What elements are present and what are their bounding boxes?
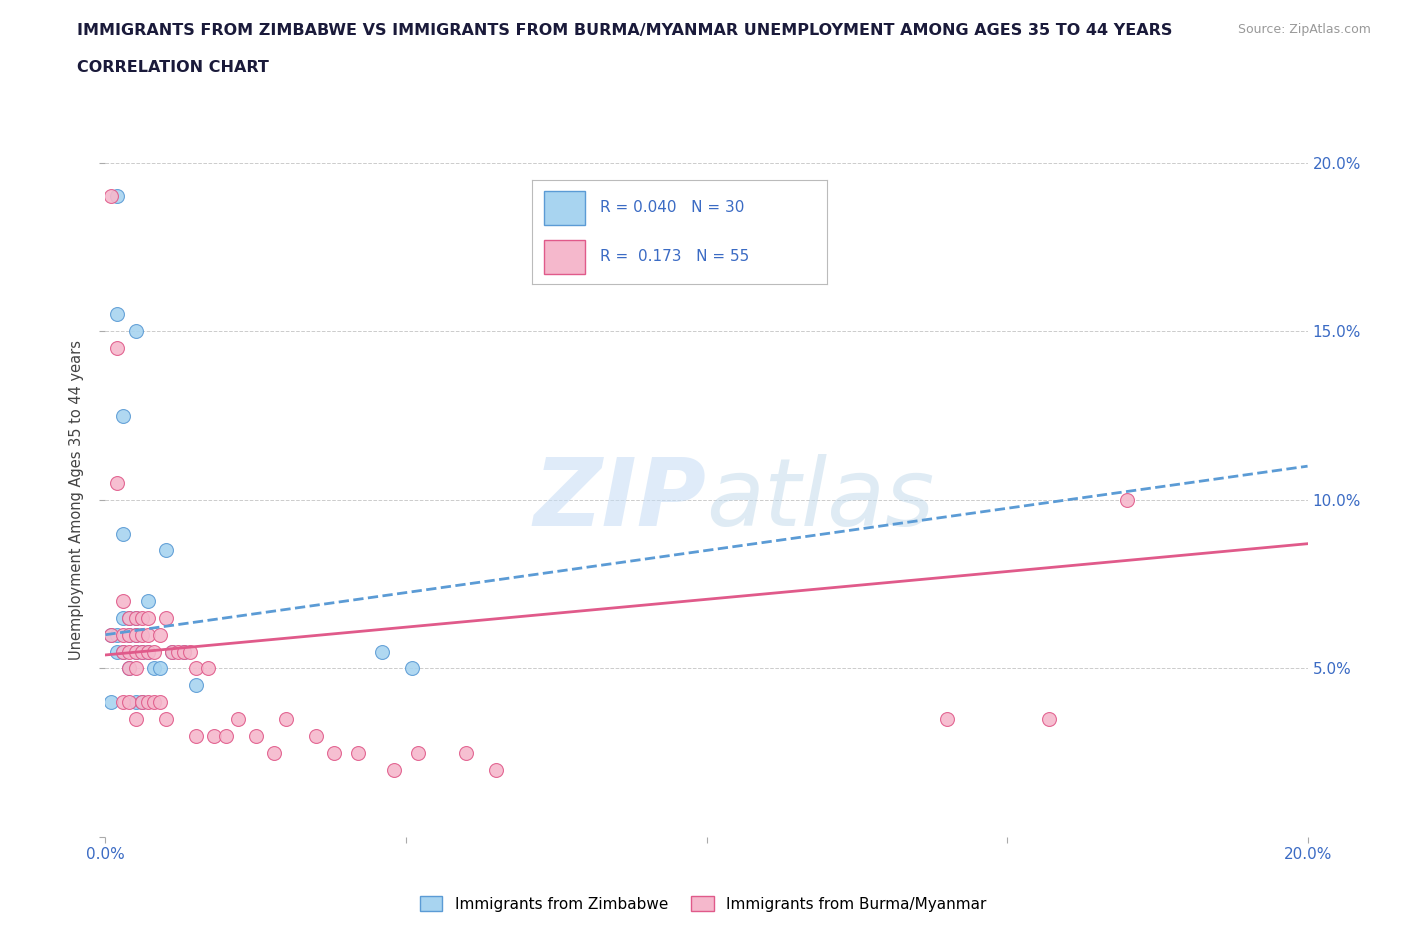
- Point: [148, 695, 170, 710]
- Text: CORRELATION CHART: CORRELATION CHART: [77, 60, 269, 75]
- Point: [202, 728, 225, 743]
- Legend: Immigrants from Zimbabwe, Immigrants from Burma/Myanmar: Immigrants from Zimbabwe, Immigrants fro…: [413, 889, 993, 918]
- Point: [118, 628, 141, 643]
- Point: [136, 610, 159, 625]
- Point: [136, 593, 159, 608]
- Text: atlas: atlas: [707, 455, 935, 545]
- Text: R =  0.173   N = 55: R = 0.173 N = 55: [600, 249, 749, 264]
- Point: [382, 763, 405, 777]
- Point: [173, 644, 195, 659]
- Point: [155, 543, 177, 558]
- Point: [107, 628, 129, 643]
- Point: [100, 628, 122, 643]
- Point: [124, 644, 146, 659]
- Point: [131, 695, 153, 710]
- Point: [148, 628, 170, 643]
- Point: [142, 644, 165, 659]
- FancyBboxPatch shape: [544, 191, 585, 224]
- Point: [118, 628, 141, 643]
- Point: [100, 695, 122, 710]
- Point: [118, 610, 141, 625]
- Point: [107, 340, 129, 355]
- Point: [107, 307, 129, 322]
- Point: [131, 644, 153, 659]
- Point: [166, 644, 188, 659]
- Point: [1116, 493, 1139, 508]
- Point: [184, 661, 207, 676]
- Point: [124, 661, 146, 676]
- Text: IMMIGRANTS FROM ZIMBABWE VS IMMIGRANTS FROM BURMA/MYANMAR UNEMPLOYMENT AMONG AGE: IMMIGRANTS FROM ZIMBABWE VS IMMIGRANTS F…: [77, 23, 1173, 38]
- Text: R = 0.040   N = 30: R = 0.040 N = 30: [600, 200, 744, 216]
- Point: [1038, 711, 1060, 726]
- Point: [124, 610, 146, 625]
- Point: [112, 644, 135, 659]
- Point: [124, 628, 146, 643]
- Point: [124, 644, 146, 659]
- Point: [406, 745, 429, 760]
- Point: [136, 644, 159, 659]
- Y-axis label: Unemployment Among Ages 35 to 44 years: Unemployment Among Ages 35 to 44 years: [69, 339, 84, 660]
- Point: [214, 728, 236, 743]
- Point: [112, 695, 135, 710]
- Point: [124, 610, 146, 625]
- FancyBboxPatch shape: [544, 240, 585, 273]
- Point: [124, 711, 146, 726]
- Point: [100, 628, 122, 643]
- Point: [371, 644, 394, 659]
- Point: [263, 745, 285, 760]
- Point: [118, 644, 141, 659]
- Point: [148, 661, 170, 676]
- Point: [136, 644, 159, 659]
- Point: [173, 644, 195, 659]
- Point: [197, 661, 219, 676]
- Point: [142, 661, 165, 676]
- Point: [131, 610, 153, 625]
- Point: [155, 711, 177, 726]
- Point: [347, 745, 370, 760]
- Text: Source: ZipAtlas.com: Source: ZipAtlas.com: [1237, 23, 1371, 36]
- Point: [118, 661, 141, 676]
- Point: [322, 745, 344, 760]
- Point: [136, 695, 159, 710]
- Point: [112, 628, 135, 643]
- Point: [107, 475, 129, 490]
- Point: [112, 593, 135, 608]
- Point: [142, 695, 165, 710]
- Point: [124, 628, 146, 643]
- Point: [184, 728, 207, 743]
- Point: [112, 644, 135, 659]
- Point: [112, 408, 135, 423]
- Point: [160, 644, 183, 659]
- Point: [136, 628, 159, 643]
- Point: [274, 711, 297, 726]
- Point: [100, 189, 122, 204]
- Point: [245, 728, 267, 743]
- Point: [305, 728, 328, 743]
- Point: [124, 324, 146, 339]
- Point: [179, 644, 201, 659]
- Point: [118, 661, 141, 676]
- Point: [112, 526, 135, 541]
- Point: [160, 644, 183, 659]
- Point: [118, 610, 141, 625]
- Text: ZIP: ZIP: [534, 454, 707, 546]
- Point: [155, 610, 177, 625]
- Point: [118, 695, 141, 710]
- Point: [184, 678, 207, 693]
- Point: [936, 711, 959, 726]
- Point: [226, 711, 249, 726]
- Point: [124, 695, 146, 710]
- Point: [131, 628, 153, 643]
- Point: [112, 610, 135, 625]
- Point: [131, 644, 153, 659]
- Point: [107, 189, 129, 204]
- Point: [401, 661, 423, 676]
- Point: [485, 763, 508, 777]
- Point: [131, 695, 153, 710]
- Point: [107, 644, 129, 659]
- Point: [454, 745, 477, 760]
